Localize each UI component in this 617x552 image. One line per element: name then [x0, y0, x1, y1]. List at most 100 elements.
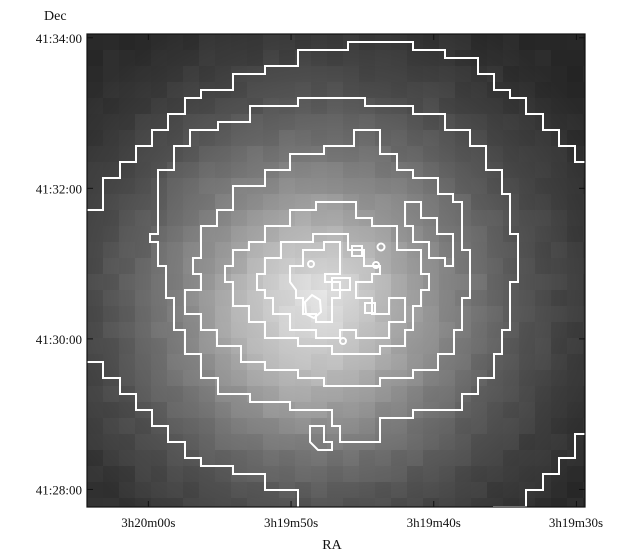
image-pixel	[439, 82, 455, 98]
image-pixel	[119, 354, 135, 370]
image-pixel	[87, 370, 103, 386]
image-pixel	[487, 402, 503, 418]
image-pixel	[295, 162, 311, 178]
contour-level-2b	[309, 425, 333, 451]
image-pixel	[359, 82, 375, 98]
image-pixel	[455, 274, 471, 290]
image-pixel	[199, 50, 215, 66]
image-pixel	[263, 466, 279, 482]
contour-level-1	[87, 41, 585, 211]
image-pixel	[471, 162, 487, 178]
image-pixel	[551, 306, 567, 322]
image-pixel	[551, 498, 567, 507]
image-pixel	[567, 210, 583, 226]
image-pixel	[279, 434, 295, 450]
image-pixel	[359, 450, 375, 466]
image-pixel	[375, 226, 391, 242]
image-pixel	[375, 450, 391, 466]
image-pixel	[359, 130, 375, 146]
image-pixel	[455, 370, 471, 386]
image-pixel	[263, 338, 279, 354]
image-pixel	[199, 130, 215, 146]
image-pixel	[167, 130, 183, 146]
image-pixel	[359, 370, 375, 386]
image-pixel	[279, 354, 295, 370]
image-pixel	[247, 50, 263, 66]
image-pixel	[119, 146, 135, 162]
image-pixel	[455, 34, 471, 50]
image-pixel	[391, 450, 407, 466]
image-pixel	[87, 98, 103, 114]
image-pixel	[231, 306, 247, 322]
image-pixel	[215, 194, 231, 210]
image-pixel	[135, 466, 151, 482]
image-pixel	[327, 178, 343, 194]
image-pixel	[583, 162, 585, 178]
image-pixel	[87, 274, 103, 290]
image-pixel	[215, 354, 231, 370]
image-pixel	[167, 386, 183, 402]
image-pixel	[199, 466, 215, 482]
image-pixel	[199, 290, 215, 306]
image-pixel	[423, 98, 439, 114]
image-pixel	[279, 178, 295, 194]
image-pixel	[407, 370, 423, 386]
y-axis: 41:34:00 41:32:00 41:30:00 41:28:00	[36, 31, 585, 497]
image-pixel	[567, 274, 583, 290]
image-pixel	[215, 434, 231, 450]
image-pixel	[567, 338, 583, 354]
image-pixel	[135, 498, 151, 507]
image-pixel	[391, 322, 407, 338]
image-pixel	[455, 146, 471, 162]
image-pixel	[455, 82, 471, 98]
image-pixel	[87, 114, 103, 130]
image-pixel	[487, 194, 503, 210]
pixel-grid	[87, 34, 585, 507]
image-pixel	[439, 66, 455, 82]
image-pixel	[583, 50, 585, 66]
image-pixel	[487, 338, 503, 354]
image-pixel	[231, 482, 247, 498]
image-pixel	[119, 162, 135, 178]
contour-level-6	[289, 241, 341, 323]
image-pixel	[535, 386, 551, 402]
image-pixel	[503, 434, 519, 450]
image-pixel	[87, 50, 103, 66]
image-pixel	[503, 402, 519, 418]
image-pixel	[311, 274, 327, 290]
image-pixel	[167, 418, 183, 434]
image-pixel	[519, 274, 535, 290]
image-pixel	[343, 178, 359, 194]
image-pixel	[279, 274, 295, 290]
image-pixel	[567, 50, 583, 66]
image-pixel	[439, 242, 455, 258]
image-pixel	[503, 418, 519, 434]
image-pixel	[567, 402, 583, 418]
image-pixel	[519, 178, 535, 194]
image-pixel	[535, 226, 551, 242]
image-pixel	[455, 466, 471, 482]
image-pixel	[455, 98, 471, 114]
image-pixel	[135, 338, 151, 354]
image-pixel	[295, 450, 311, 466]
image-pixel	[199, 146, 215, 162]
image-pixel	[199, 98, 215, 114]
contour-level-5	[256, 233, 406, 339]
image-pixel	[327, 146, 343, 162]
image-pixel	[391, 130, 407, 146]
image-pixel	[375, 290, 391, 306]
image-pixel	[263, 130, 279, 146]
image-pixel	[263, 66, 279, 82]
image-pixel	[263, 434, 279, 450]
image-pixel	[279, 226, 295, 242]
image-pixel	[135, 114, 151, 130]
image-pixel	[263, 418, 279, 434]
image-pixel	[135, 146, 151, 162]
image-pixel	[119, 66, 135, 82]
image-pixel	[311, 466, 327, 482]
image-pixel	[455, 434, 471, 450]
image-pixel	[583, 418, 585, 434]
image-pixel	[295, 82, 311, 98]
image-pixel	[167, 482, 183, 498]
image-pixel	[423, 114, 439, 130]
